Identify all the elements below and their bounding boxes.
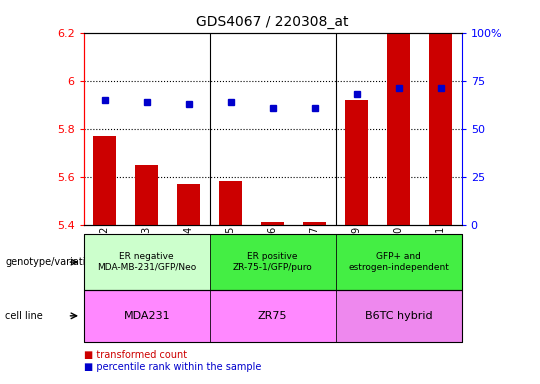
Bar — [177, 184, 200, 225]
Text: ■ percentile rank within the sample: ■ percentile rank within the sample — [84, 362, 261, 372]
Bar — [303, 222, 326, 225]
Text: ER negative
MDA-MB-231/GFP/Neo: ER negative MDA-MB-231/GFP/Neo — [97, 252, 197, 272]
Bar — [387, 33, 410, 225]
Text: B6TC hybrid: B6TC hybrid — [365, 311, 433, 321]
Text: MDA231: MDA231 — [123, 311, 170, 321]
Text: genotype/variation: genotype/variation — [5, 257, 98, 267]
Bar — [93, 136, 116, 225]
Title: GDS4067 / 220308_at: GDS4067 / 220308_at — [197, 15, 349, 29]
Text: ER positive
ZR-75-1/GFP/puro: ER positive ZR-75-1/GFP/puro — [233, 252, 313, 272]
Text: GFP+ and
estrogen-independent: GFP+ and estrogen-independent — [348, 252, 449, 272]
Text: ZR75: ZR75 — [258, 311, 287, 321]
Bar — [219, 182, 242, 225]
Bar — [261, 222, 284, 225]
Bar — [345, 100, 368, 225]
Text: cell line: cell line — [5, 311, 43, 321]
Bar — [135, 165, 158, 225]
Bar — [429, 33, 453, 225]
Text: ■ transformed count: ■ transformed count — [84, 350, 187, 360]
